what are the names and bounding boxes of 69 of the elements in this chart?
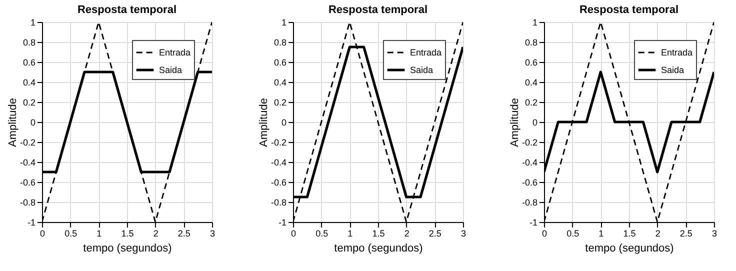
y-tick-label: -1 [529,218,538,228]
legend-label: Saida [159,65,182,75]
y-axis-title: Amplitude [6,98,19,147]
y-tick-label: -0.4 [270,158,286,168]
legend-label: Entrada [661,48,693,58]
y-tick-label: 0.6 [274,58,286,68]
y-tick-label: -0.8 [522,198,538,208]
x-tick-label: 0 [290,228,296,238]
y-tick-label: 0.4 [524,78,538,88]
x-tick-label: 1.5 [623,228,636,238]
x-tick-label: 2.5 [428,228,442,238]
x-tick-label: 2 [404,228,410,238]
legend-label: Entrada [410,48,442,58]
y-tick-label: -0.2 [270,138,286,148]
chart-title: Resposta temporal [328,4,428,16]
x-tick-label: 0.5 [64,228,78,238]
legend-label: Entrada [159,48,191,58]
x-tick-label: 1.5 [372,228,385,238]
y-tick-label: 0.8 [274,38,286,48]
x-tick-label: 0 [40,228,46,238]
x-tick-label: 2.5 [680,228,692,238]
y-tick-label: -0.4 [522,158,538,168]
x-tick-label: 0 [542,228,548,238]
y-tick-label: 0.2 [22,98,36,108]
y-tick-label: 0.2 [524,98,538,108]
x-tick-label: 3 [460,228,466,238]
y-tick-label: 0 [30,118,36,128]
x-tick-label: 0.5 [316,228,328,238]
y-tick-label: 0.8 [22,38,36,48]
y-tick-label: 1 [30,18,36,28]
chart-title: Resposta temporal [579,4,679,16]
y-tick-label: 0 [532,118,538,128]
y-tick-label: -0.6 [20,178,36,188]
y-tick-label: -0.8 [270,198,286,208]
y-tick-label: 1 [532,18,538,28]
x-tick-label: 3 [210,228,216,238]
x-axis-title: tempo (segundos) [334,242,423,254]
y-tick-label: 0.6 [22,58,36,68]
y-tick-label: -0.6 [522,178,538,188]
y-tick-label: 0.4 [274,78,286,88]
y-tick-label: -0.8 [20,198,36,208]
y-tick-label: -0.6 [270,178,286,188]
x-tick-label: 1.5 [121,228,134,238]
x-axis-title: tempo (segundos) [585,242,674,254]
y-tick-label: -0.2 [20,138,36,148]
x-tick-label: 1 [96,228,102,238]
x-tick-label: 1 [598,228,604,238]
x-axis-title: tempo (segundos) [83,242,172,254]
y-axis-title: Amplitude [508,98,521,147]
legend-label: Saida [661,65,684,75]
x-tick-label: 0.5 [566,228,580,238]
x-tick-label: 2 [153,228,158,238]
y-tick-label: 0.6 [524,58,538,68]
chart-title: Resposta temporal [77,4,177,16]
y-tick-label: -0.2 [522,138,538,148]
x-tick-label: 1 [348,228,353,238]
y-tick-label: -1 [27,218,36,228]
y-axis-title: Amplitude [258,98,270,147]
y-tick-label: 0 [281,118,286,128]
y-tick-label: -1 [278,218,286,228]
y-tick-label: 0.8 [524,38,538,48]
y-tick-label: 0.4 [22,78,36,88]
legend-label: Saida [410,65,434,75]
x-tick-label: 2.5 [178,228,190,238]
y-tick-label: 0.2 [274,98,286,108]
y-tick-label: 1 [281,18,286,28]
x-tick-label: 2 [655,228,660,238]
x-tick-label: 3 [712,228,718,238]
y-tick-label: -0.4 [20,158,36,168]
